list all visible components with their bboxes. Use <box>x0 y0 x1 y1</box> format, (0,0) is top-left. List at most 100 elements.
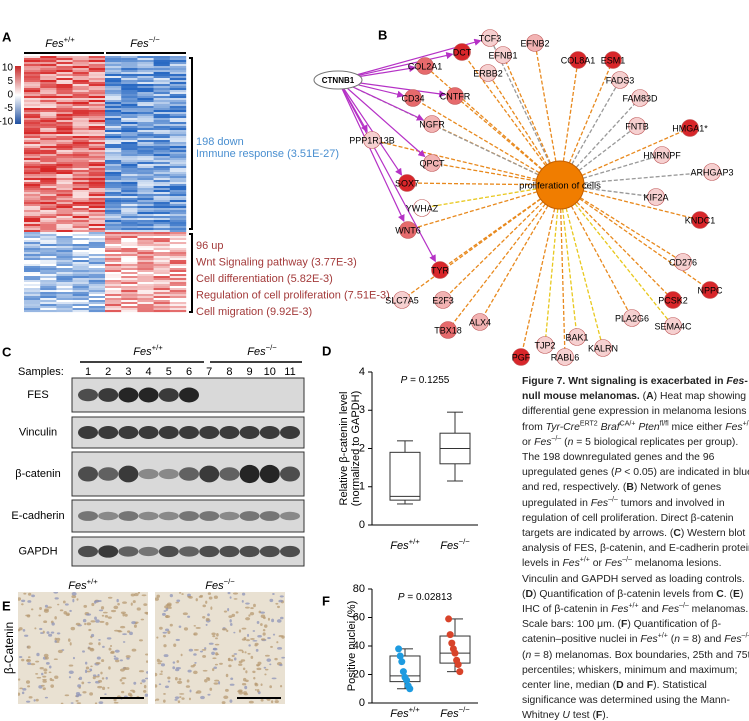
edge <box>487 72 561 186</box>
heatmap-cell <box>24 150 41 153</box>
ihc-cell <box>195 691 198 694</box>
heatmap-cell <box>24 248 41 251</box>
ihc-cell <box>229 619 232 623</box>
heatmap-cell <box>40 106 57 109</box>
heatmap-cell <box>88 204 106 207</box>
heatmap-cell <box>137 132 154 135</box>
heatmap-cell <box>153 188 170 191</box>
x-tick-label: Fes−/− <box>440 537 470 552</box>
heatmap-cell <box>153 248 170 251</box>
heatmap-cell <box>137 154 154 157</box>
heatmap-cell <box>153 98 170 101</box>
heatmap-cell <box>88 64 106 67</box>
ihc-cell <box>59 609 64 612</box>
ihc-cell <box>230 677 234 680</box>
ihc-cell <box>31 594 35 598</box>
gene-node <box>393 291 411 309</box>
annotation: P = 0.02813 <box>398 592 453 603</box>
data-point <box>451 649 459 657</box>
ihc-cell <box>121 682 125 685</box>
blot-band <box>259 464 280 484</box>
heatmap-cell <box>105 254 122 257</box>
heatmap-cell <box>153 286 170 289</box>
ihc-cell <box>160 663 166 667</box>
heatmap-cell <box>56 248 73 251</box>
heatmap-cell <box>88 278 106 281</box>
ihc-cell <box>181 593 184 595</box>
heatmap-cell <box>40 156 57 159</box>
heatmap-cell <box>56 128 73 131</box>
heatmap-cell <box>121 224 138 227</box>
caption-run: Figure 7. Wnt signaling is exacerbated i… <box>522 376 727 387</box>
heatmap-cell <box>56 96 73 99</box>
ihc-cell <box>272 633 276 636</box>
heatmap-cell <box>56 266 73 269</box>
heatmap-cell <box>105 232 122 235</box>
ihc-cell <box>95 619 100 623</box>
heatmap-cell <box>153 236 170 239</box>
heatmap-cell <box>88 226 106 229</box>
ihc-cell <box>205 600 208 604</box>
ihc-cell <box>48 633 53 637</box>
ihc-cell <box>126 657 130 660</box>
heatmap-cell <box>72 136 89 139</box>
heatmap-cell <box>56 224 73 227</box>
heatmap-cell <box>56 214 73 217</box>
heatmap-cell <box>153 260 170 263</box>
caption-run: Braf <box>600 421 620 433</box>
heatmap-cell <box>105 80 122 83</box>
heatmap-cell <box>24 222 41 225</box>
heatmap-cell <box>105 138 122 141</box>
ihc-cell <box>205 623 208 626</box>
heatmap-cell <box>137 240 154 243</box>
heatmap-cell <box>56 292 73 295</box>
caption-run: . ( <box>723 588 734 600</box>
heatmap-cell <box>88 250 106 253</box>
heatmap-cell <box>56 168 73 171</box>
heatmap-cell <box>121 282 138 285</box>
heatmap-cell <box>169 234 187 237</box>
heatmap-cell <box>169 296 187 299</box>
ihc-cell <box>39 606 42 611</box>
ihc-cell <box>240 659 246 662</box>
heatmap-cell <box>56 68 73 71</box>
ihc-cell <box>27 656 31 659</box>
ihc-cell <box>245 606 250 609</box>
heatmap-cell <box>40 260 57 263</box>
heatmap-cell <box>105 148 122 151</box>
heatmap-cell <box>72 274 89 277</box>
ihc-cell <box>199 594 203 598</box>
heatmap-cell <box>121 232 138 235</box>
heatmap-cell <box>40 146 57 149</box>
heatmap-cell <box>24 226 41 229</box>
heatmap-cell <box>153 234 170 237</box>
heatmap-cell <box>56 132 73 135</box>
heatmap-cell <box>105 124 122 127</box>
ihc-cell <box>218 681 221 685</box>
gene-label: TYR <box>431 265 450 275</box>
ihc-cell <box>163 610 167 612</box>
heatmap-cell <box>40 122 57 125</box>
heatmap-cell <box>56 218 73 221</box>
blot-band <box>179 511 199 521</box>
ihc-cell <box>256 688 260 693</box>
heatmap-cell <box>56 282 73 285</box>
heatmap-cell <box>169 170 187 173</box>
heatmap-cell <box>121 144 138 147</box>
heatmap-cell <box>121 308 138 311</box>
heatmap-cell <box>105 268 122 271</box>
heatmap-cell <box>88 246 106 249</box>
gene-node <box>423 115 441 133</box>
heatmap-cell <box>72 260 89 263</box>
edge <box>559 184 578 338</box>
heatmap-cell <box>137 218 154 221</box>
heatmap-cell <box>56 194 73 197</box>
heatmap-cell <box>40 304 57 307</box>
sample-number: 11 <box>284 366 295 378</box>
heatmap-cell <box>56 200 73 203</box>
heatmap-cell <box>137 182 154 185</box>
heatmap-cell <box>137 302 154 305</box>
heatmap-cell <box>121 204 138 207</box>
heatmap-cell <box>169 62 187 65</box>
ihc-cell <box>136 607 141 611</box>
